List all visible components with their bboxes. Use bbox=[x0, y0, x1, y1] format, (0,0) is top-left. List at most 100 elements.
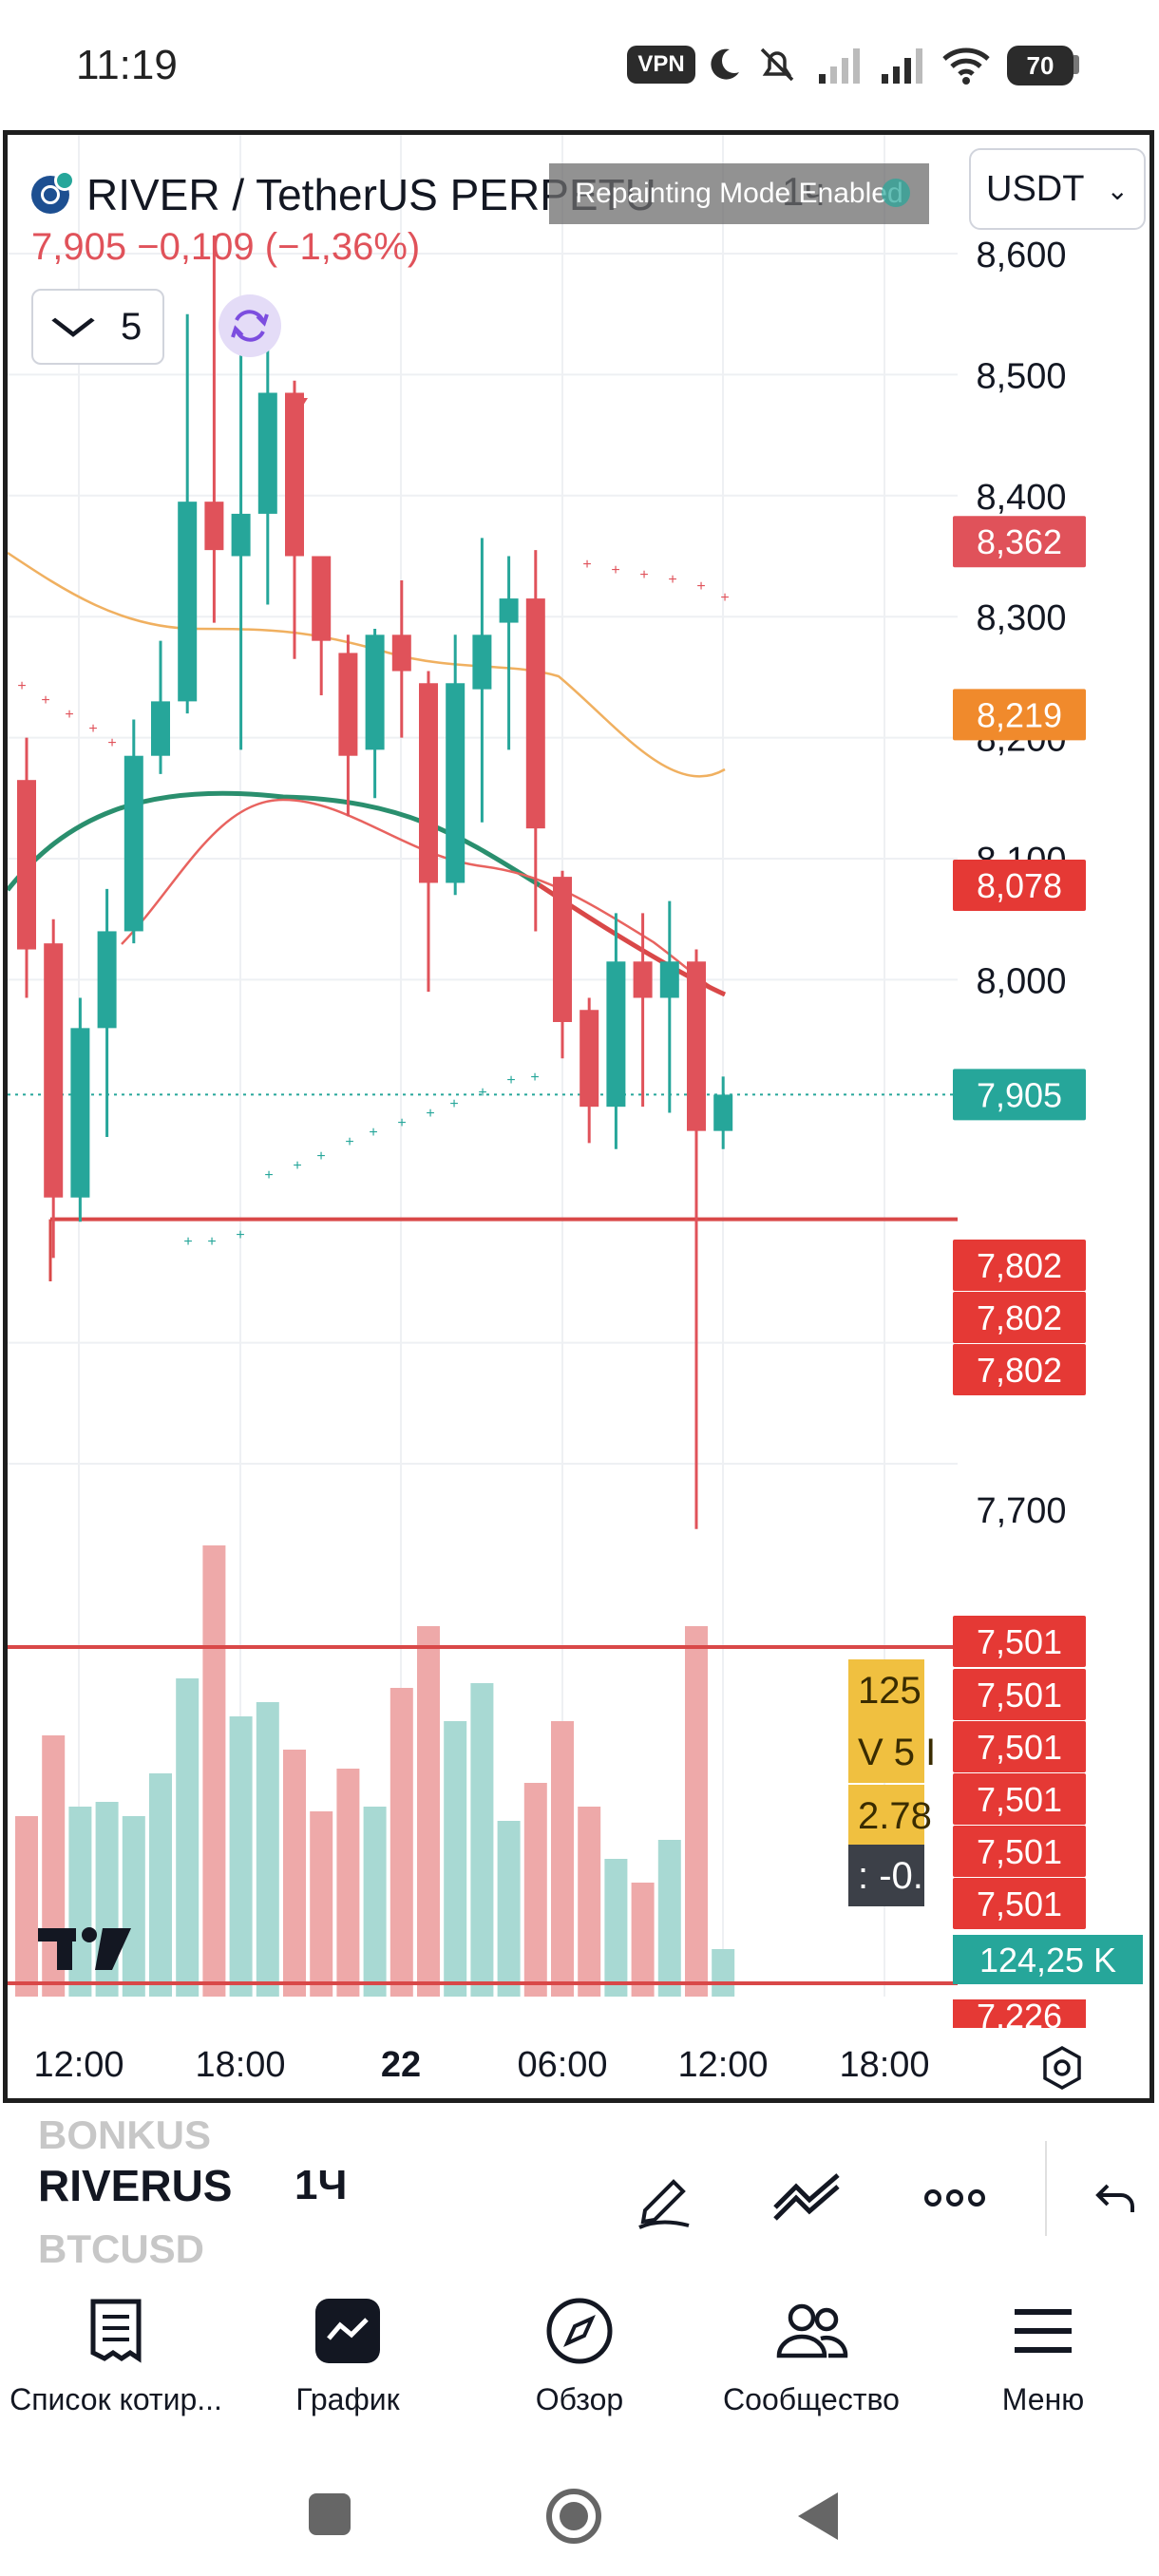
chevron-down-icon: ⌄ bbox=[1106, 176, 1129, 205]
sar-dot: + bbox=[293, 1158, 301, 1174]
sar-dot: + bbox=[17, 678, 26, 694]
time-axis bbox=[8, 2028, 1150, 2098]
level-tag bbox=[953, 1773, 1086, 1825]
candle-body bbox=[606, 961, 626, 1108]
volume-bar bbox=[497, 1821, 521, 1997]
level-tag bbox=[953, 1721, 1086, 1772]
candle-body bbox=[365, 635, 385, 750]
volume-bar bbox=[551, 1721, 574, 1997]
volume-bar bbox=[578, 1807, 601, 1997]
price-axis-tick: 8,600 bbox=[976, 236, 1066, 275]
tradingview-logo[interactable] bbox=[36, 1921, 141, 1978]
volume-bar bbox=[15, 1816, 38, 1997]
recents-button[interactable] bbox=[306, 2491, 353, 2538]
sar-dot: + bbox=[65, 707, 73, 723]
status-bar: 11:19 VPN 70 bbox=[0, 0, 1159, 133]
sar-dot: + bbox=[41, 692, 49, 709]
currency-select[interactable]: USDT ⌄ bbox=[969, 148, 1146, 230]
price-axis-tick: 8,300 bbox=[976, 598, 1066, 638]
nav-overview[interactable]: Обзор bbox=[464, 2293, 695, 2445]
more-button[interactable] bbox=[912, 2160, 998, 2236]
candle-body bbox=[525, 598, 545, 829]
previous-symbol[interactable]: BONKUS bbox=[38, 2112, 212, 2157]
info-panel-cell bbox=[848, 1659, 924, 1721]
indicators-toggle-button[interactable]: 5 bbox=[31, 289, 164, 365]
volume-bar bbox=[310, 1811, 333, 1997]
repaint-notice: Repainting Mode Enabled bbox=[549, 163, 929, 224]
price-tag bbox=[953, 1069, 1086, 1121]
level-tag-label: 7,501 bbox=[977, 1728, 1062, 1767]
compass-icon bbox=[546, 2298, 613, 2364]
candle-body bbox=[151, 701, 170, 756]
current-symbol[interactable]: RIVERUS bbox=[38, 2161, 233, 2210]
back-button[interactable] bbox=[794, 2489, 842, 2544]
price-axis-tick: 8,500 bbox=[976, 356, 1066, 396]
volume-bar bbox=[363, 1807, 387, 1997]
next-symbol[interactable]: BTCUSD bbox=[38, 2226, 204, 2271]
chart-area[interactable]: + + + + + + + + + + + + + + + + + + + + + + + + +125 V 5 I 2.78: -… bbox=[3, 130, 1154, 2103]
level-tag-label: 7,802 bbox=[977, 1351, 1062, 1390]
river-logo-icon bbox=[31, 170, 75, 214]
more-icon bbox=[924, 2189, 985, 2207]
android-navigation-bar[interactable] bbox=[0, 2454, 1159, 2576]
price-axis-tick: 7,700 bbox=[976, 1491, 1066, 1531]
nav-menu[interactable]: Меню bbox=[927, 2293, 1159, 2445]
nav-community[interactable]: Сообщество bbox=[695, 2293, 927, 2445]
trend-line bbox=[8, 790, 542, 892]
volume-bar bbox=[283, 1750, 306, 1997]
info-panel-cell bbox=[848, 1721, 924, 1783]
volume-tag bbox=[953, 1935, 1143, 1984]
sar-dot: + bbox=[369, 1125, 377, 1141]
sar-dot: + bbox=[639, 567, 648, 583]
candle-body bbox=[257, 392, 277, 514]
symbol-switcher[interactable]: BONKUS RIVERUS 1Ч BTCUSD bbox=[0, 2103, 1159, 2276]
info-panel-text: : -0. bbox=[858, 1855, 923, 1897]
level-tag-label: 7,802 bbox=[977, 1298, 1062, 1337]
candle-body bbox=[124, 755, 143, 932]
candle-body bbox=[231, 513, 251, 557]
candle-body bbox=[633, 961, 653, 998]
info-panel-cell bbox=[848, 1845, 924, 1906]
level-tag-label: 7,501 bbox=[977, 1676, 1062, 1714]
volume-bar bbox=[657, 1840, 681, 1997]
time-axis-tick: 18:00 bbox=[195, 2045, 285, 2085]
candle-body bbox=[312, 556, 332, 641]
bottom-tag bbox=[953, 1999, 1086, 2028]
candle-body bbox=[553, 877, 572, 1022]
level-tag bbox=[953, 1826, 1086, 1877]
price-axis-tick: 8,000 bbox=[976, 961, 1066, 1001]
price-change: 7,905 −0,109 (−1,36%) bbox=[31, 226, 421, 268]
undo-button[interactable] bbox=[1083, 2160, 1150, 2236]
home-button[interactable] bbox=[544, 2487, 603, 2546]
info-panel-text: V 5 I bbox=[858, 1732, 936, 1773]
drawing-pencil-button[interactable] bbox=[622, 2160, 708, 2236]
sar-dot: + bbox=[696, 578, 705, 595]
sar-dot: + bbox=[426, 1106, 434, 1122]
currency-value: USDT bbox=[986, 168, 1085, 209]
volume-tag-label: 124,25 K bbox=[979, 1941, 1116, 1979]
refresh-icon bbox=[231, 310, 269, 342]
nav-chart[interactable]: График bbox=[232, 2293, 464, 2445]
nav-label-chart: График bbox=[295, 2382, 400, 2416]
volume-bar bbox=[685, 1626, 708, 1997]
price-chart[interactable]: + + + + + + + + + + + + + + + + + + + + + + + + +125 V 5 I 2.78: -… bbox=[8, 135, 1150, 2098]
candle-body bbox=[391, 635, 411, 672]
volume-bar bbox=[523, 1783, 547, 1997]
drawing-tools-button[interactable] bbox=[765, 2160, 850, 2236]
current-interval[interactable]: 1Ч bbox=[294, 2162, 348, 2208]
price-tag-label: 8,219 bbox=[977, 695, 1062, 734]
price-tag bbox=[953, 516, 1086, 568]
bottom-navigation[interactable]: Список котир... График Обзор bbox=[0, 2274, 1159, 2454]
time-axis-tick: 06:00 bbox=[517, 2045, 607, 2085]
sar-dot: + bbox=[236, 1227, 244, 1243]
level-tag-label: 7,501 bbox=[977, 1832, 1062, 1871]
muted-bell-icon bbox=[760, 47, 794, 82]
chart-settings-icon[interactable] bbox=[1038, 2044, 1086, 2092]
sar-dot: + bbox=[582, 557, 591, 573]
info-panel-cell bbox=[848, 1785, 924, 1847]
nav-watchlist[interactable]: Список котир... bbox=[0, 2293, 232, 2445]
sar-dot: + bbox=[264, 1167, 273, 1184]
refresh-button[interactable] bbox=[218, 294, 281, 357]
volume-bar bbox=[470, 1683, 494, 1997]
sar-dot: + bbox=[478, 1085, 486, 1101]
